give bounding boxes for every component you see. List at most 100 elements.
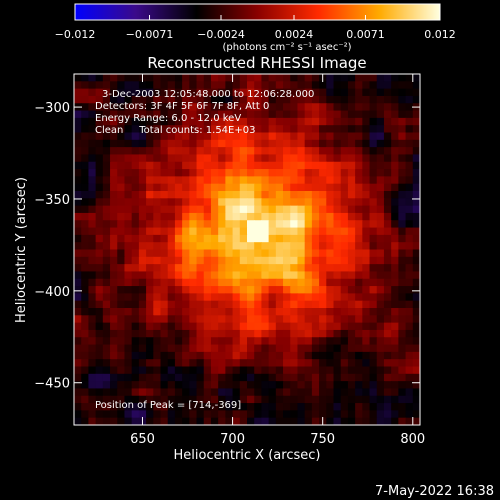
heatmap-cell [196,147,205,156]
heatmap-cell [218,308,226,316]
heatmap-cell [146,191,154,199]
heatmap-cell [203,278,212,287]
heatmap-cell [254,329,263,338]
heatmap-cell [124,139,133,148]
heatmap-cell [333,227,342,236]
heatmap-cell [196,139,205,148]
heatmap-cell [319,322,327,331]
heatmap-cell [95,81,104,90]
heatmap-cell [340,395,349,404]
heatmap-cell [333,234,342,243]
heatmap-cell [167,220,176,229]
heatmap-cell [74,286,82,294]
heatmap-cell [210,395,219,404]
heatmap-cell [283,132,291,141]
heatmap-cell [167,169,176,177]
heatmap-cell [74,344,82,353]
heatmap-cell [283,315,291,324]
heatmap-cell [174,183,183,192]
heatmap-cell [131,212,140,221]
heatmap-cell [174,88,183,97]
heatmap-cell [290,337,299,346]
heatmap-cell [196,293,205,302]
heatmap-cell [261,344,270,353]
heatmap-cell [412,249,420,258]
heatmap-cell [247,176,255,185]
heatmap-cell [254,191,263,199]
heatmap-cell [182,147,190,156]
heatmap-cell [275,139,284,148]
heatmap-cell [203,95,212,104]
heatmap-cell [347,161,356,170]
heatmap-cell [412,198,420,207]
colorbar-tick-label: −0.0024 [197,28,245,41]
heatmap-cell [290,388,299,397]
heatmap-cell [297,366,306,375]
heatmap-cell [102,395,111,404]
heatmap-cell [398,271,407,280]
heatmap-cell [167,395,176,404]
heatmap-cell [304,88,313,97]
heatmap-cell [138,103,147,112]
heatmap-cell [131,88,140,97]
heatmap-cell [102,110,111,119]
heatmap-cell [268,74,277,82]
heatmap-cell [146,147,154,156]
heatmap-cell [376,410,385,419]
heatmap-cell [275,161,284,170]
heatmap-cell [74,322,82,331]
heatmap-cell [124,315,133,324]
heatmap-cell [88,249,97,258]
heatmap-cell [138,329,147,338]
heatmap-cell [88,183,97,192]
heatmap-cell [239,110,248,119]
heatmap-cell [196,227,205,236]
heatmap-cell [182,249,190,258]
heatmap-cell [196,198,205,207]
heatmap-cell [210,322,219,331]
heatmap-cell [247,395,255,404]
heatmap-cell [340,103,349,112]
heatmap-cell [124,183,133,192]
heatmap-cell [254,337,263,346]
heatmap-cell [362,220,371,229]
heatmap-cell [117,154,126,163]
heatmap-cell [124,110,133,119]
heatmap-cell [167,110,176,119]
heatmap-cell [138,242,147,251]
heatmap-cell [319,139,327,148]
heatmap-cell [376,293,385,302]
heatmap-cell [319,161,327,170]
heatmap-cell [131,176,140,185]
heatmap-cell [340,322,349,331]
heatmap-cell [160,388,169,397]
heatmap-cell [355,88,363,97]
heatmap-cell [254,373,263,382]
heatmap-cell [311,95,320,104]
heatmap-cell [225,154,234,163]
heatmap-cell [189,227,198,236]
heatmap-cell [290,205,299,214]
heatmap-cell [398,315,407,324]
heatmap-cell [254,212,263,221]
heatmap-cell [347,388,356,397]
heatmap-cell [239,183,248,192]
heatmap-cell [275,88,284,97]
heatmap-cell [254,183,263,192]
heatmap-cell [174,198,183,207]
heatmap-cell [117,205,126,214]
heatmap-cell [391,315,399,324]
heatmap-cell [74,227,82,236]
heatmap-cell [102,227,111,236]
heatmap-cell [124,300,133,309]
heatmap-cell [95,234,104,243]
heatmap-cell [203,271,212,280]
heatmap-cell [355,125,363,134]
heatmap-cell [117,198,126,207]
heatmap-cell [196,81,205,90]
heatmap-cell [412,191,420,199]
heatmap-cell [138,205,147,214]
heatmap-cell [398,198,407,207]
heatmap-cell [304,147,313,156]
heatmap-cell [304,242,313,251]
